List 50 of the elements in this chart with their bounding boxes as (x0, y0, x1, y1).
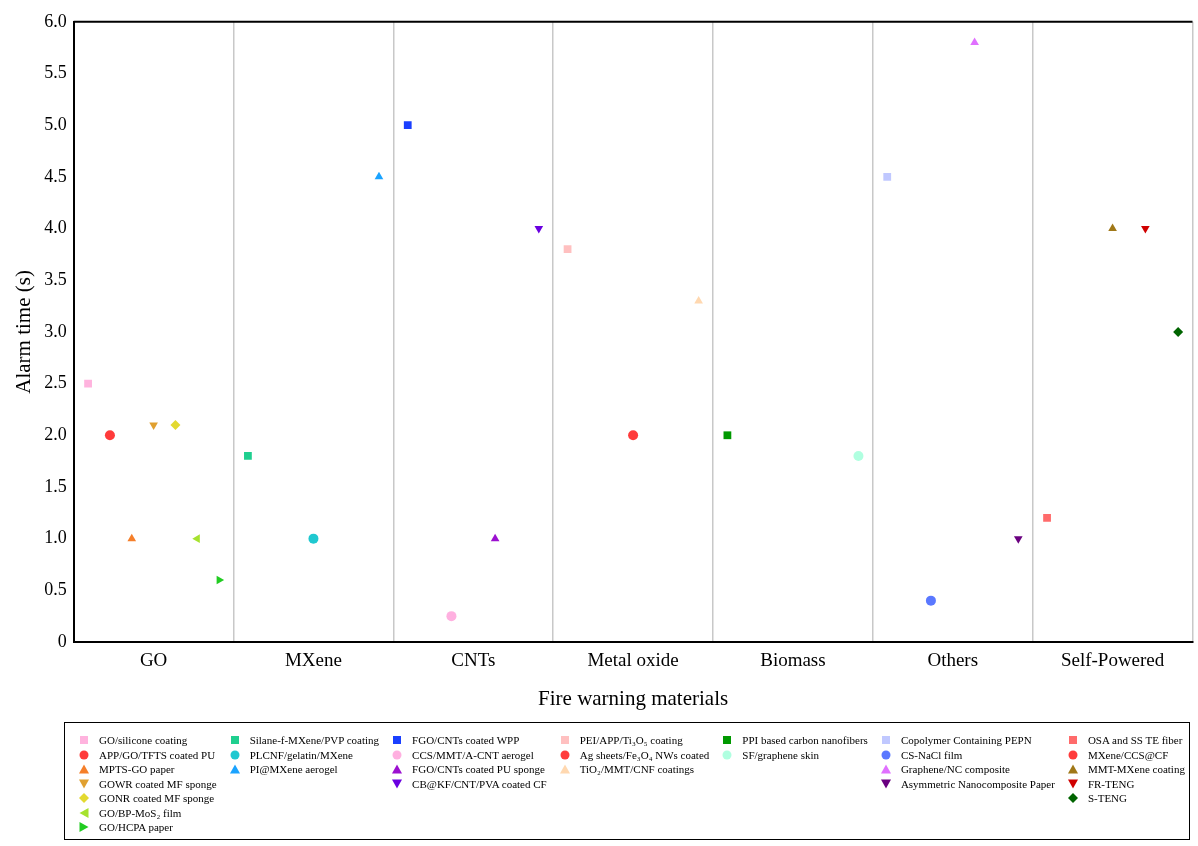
legend-label: PI@MXene aerogel (249, 763, 338, 776)
y-tick-label: 2.5 (44, 372, 67, 393)
y-axis-title: Alarm time (s) (11, 270, 36, 394)
y-tick-label: 1.0 (44, 527, 67, 548)
y-tick-label: 3.0 (44, 320, 67, 341)
legend-label: PPI based carbon nanofibers (742, 734, 868, 747)
y-tick-label: 4.5 (44, 165, 67, 186)
y-tick-label: 0 (57, 630, 67, 651)
legend-label: Silane-f-MXene/PVP coating (249, 734, 380, 747)
legend-label: FR-TENG (1087, 777, 1135, 790)
legend-label: Copolymer Containing PEPN (900, 734, 1032, 747)
legend-label: GONR coated MF sponge (99, 792, 215, 805)
legend-label: GO/HCPA paper (99, 821, 173, 834)
x-tick-label: Biomass (760, 649, 826, 671)
legend-label: GO/BP-MoS₂ film (99, 806, 182, 819)
legend-label: CS-NaCl film (900, 748, 963, 761)
y-tick-label: 4.0 (44, 217, 67, 238)
legend-label: APP/GO/TFTS coated PU (99, 748, 216, 761)
y-tick-label: 0.5 (44, 579, 67, 600)
x-tick-label: Self-Powered (1060, 649, 1165, 671)
legend-label: FGO/CNTs coated WPP (412, 734, 520, 747)
legend-label: GO/silicone coating (99, 734, 188, 747)
legend-label: PEI/APP/Ti₃O₅ coating (579, 734, 683, 747)
x-tick-label: Others (927, 649, 979, 671)
y-tick-label: 1.5 (44, 475, 67, 496)
y-tick-label: 5.5 (44, 62, 67, 83)
x-tick-label: Metal oxide (587, 649, 679, 671)
y-tick-label: 2.0 (44, 424, 67, 444)
legend-label: Asymmetric Nanocomposite Paper (900, 777, 1055, 790)
legend-label: TiO₂/MMT/CNF coatings (579, 763, 695, 776)
legend-label: MPTS-GO paper (99, 763, 175, 776)
legend-label: FGO/CNTs coated PU sponge (412, 763, 545, 776)
legend-label: SF/graphene skin (742, 748, 820, 761)
x-tick-label: GO (139, 649, 168, 671)
y-tick-label: 6.0 (44, 10, 67, 31)
legend-label: OSA and SS TE fiber (1087, 734, 1183, 747)
legend-label: Ag sheets/Fe₃O₄ NWs coated (579, 748, 710, 761)
y-tick-label: 5.0 (44, 113, 67, 134)
y-tick-label: 3.5 (44, 268, 67, 289)
legend-label: CCS/MMT/A-CNT aerogel (412, 748, 534, 761)
legend-label: S-TENG (1087, 792, 1127, 805)
x-tick-label: CNTs (451, 649, 496, 671)
legend-label: Graphene/NC composite (900, 763, 1010, 776)
legend-label: PLCNF/gelatin/MXene (249, 748, 353, 761)
legend-label: GOWR coated MF sponge (99, 777, 217, 790)
legend-label: CB@KF/CNT/PVA coated CF (412, 777, 547, 790)
legend-label: MXene/CCS@CF (1087, 748, 1169, 761)
x-axis-title: Fire warning materials (538, 685, 729, 710)
x-tick-label: MXene (284, 649, 342, 671)
legend-label: MMT-MXene coating (1087, 763, 1185, 776)
